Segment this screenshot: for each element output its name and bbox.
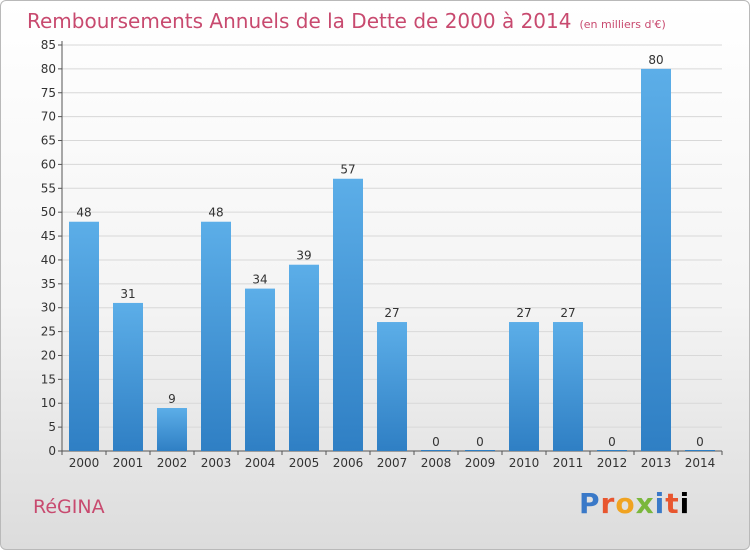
y-tick-label: 30	[41, 301, 56, 315]
data-label: 31	[120, 287, 135, 301]
bar	[641, 68, 671, 451]
bars	[69, 68, 715, 451]
bar	[157, 408, 187, 451]
logo-letter: P	[579, 487, 601, 520]
y-tick-label: 0	[48, 444, 56, 458]
x-tick-label: 2005	[289, 456, 320, 470]
x-tick-label: 2000	[69, 456, 100, 470]
x-tick-label: 2007	[377, 456, 408, 470]
x-tick-label: 2001	[113, 456, 144, 470]
chart-subtitle: (en milliers d'€)	[579, 18, 666, 31]
labels: 48 31 9 48 34 39 57 27 0 0 27 27 0 80 0	[76, 53, 703, 449]
logo-letter: r	[600, 487, 616, 520]
data-label: 0	[432, 435, 440, 449]
y-tick-label: 25	[41, 325, 56, 339]
x-tick-label: 2002	[157, 456, 188, 470]
logo-letter: x	[635, 487, 655, 520]
y-tick-label: 75	[41, 86, 56, 100]
y-tick-label: 50	[41, 205, 56, 219]
commune-name: RéGINA	[33, 496, 105, 518]
bar	[553, 322, 583, 451]
data-label: 48	[76, 206, 91, 220]
bar	[377, 322, 407, 451]
y-tick-label: 20	[41, 348, 56, 362]
bar	[69, 221, 99, 451]
y-tick-label: 60	[41, 157, 56, 171]
y-tick-label: 80	[41, 62, 56, 76]
y-tick-label: 85	[41, 38, 56, 52]
data-label: 34	[252, 273, 267, 287]
x-tick-label: 2004	[245, 456, 276, 470]
data-label: 27	[560, 306, 575, 320]
proxiti-logo: Proxiti	[579, 487, 690, 520]
x-tick-label: 2013	[641, 456, 672, 470]
y-tick-label: 70	[41, 110, 56, 124]
x-tick-label: 2011	[553, 456, 584, 470]
data-label: 0	[696, 435, 704, 449]
chart-title-text: Remboursements Annuels de la Dette de 20…	[27, 9, 572, 33]
data-label: 48	[208, 206, 223, 220]
data-label: 27	[384, 306, 399, 320]
y-tick-label: 45	[41, 229, 56, 243]
x-tick-label: 2010	[509, 456, 540, 470]
y-tick-label: 10	[41, 396, 56, 410]
data-label: 80	[648, 53, 663, 67]
logo-letter: t	[665, 487, 680, 520]
x-tick-label: 2009	[465, 456, 496, 470]
data-label: 39	[296, 249, 311, 263]
data-label: 9	[168, 392, 176, 406]
logo-letter: i	[679, 487, 691, 520]
chart-title: Remboursements Annuels de la Dette de 20…	[27, 9, 666, 33]
data-label: 0	[476, 435, 484, 449]
bar	[289, 264, 319, 451]
y-tick-label: 5	[48, 420, 56, 434]
y-tick-label: 65	[41, 134, 56, 148]
x-tick-label: 2014	[685, 456, 716, 470]
logo-letter: i	[654, 487, 666, 520]
bar	[201, 221, 231, 451]
bar	[509, 322, 539, 451]
axes: 0 5 10 15 20 25 30 35 40 45 50 55 60 65 70 75 80 85 2000 20…	[41, 38, 723, 470]
y-tick-label: 15	[41, 372, 56, 386]
data-label: 0	[608, 435, 616, 449]
y-tick-label: 55	[41, 181, 56, 195]
bar	[113, 302, 143, 451]
x-tick-label: 2008	[421, 456, 452, 470]
x-tick-label: 2012	[597, 456, 628, 470]
y-tick-label: 35	[41, 277, 56, 291]
y-tick-label: 40	[41, 253, 56, 267]
x-tick-label: 2006	[333, 456, 364, 470]
data-label: 27	[516, 306, 531, 320]
bar	[333, 178, 363, 451]
logo-letter: o	[615, 487, 636, 520]
x-tick-label: 2003	[201, 456, 232, 470]
data-label: 57	[340, 163, 355, 177]
bar	[245, 288, 275, 451]
